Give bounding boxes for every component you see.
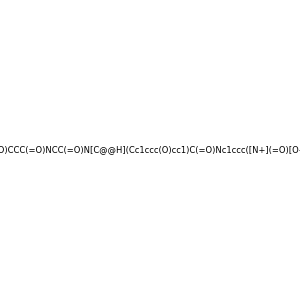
Text: OC(=O)CCC(=O)NCC(=O)N[C@@H](Cc1ccc(O)cc1)C(=O)Nc1ccc([N+](=O)[O-])cc1: OC(=O)CCC(=O)NCC(=O)N[C@@H](Cc1ccc(O)cc1… bbox=[0, 146, 300, 154]
